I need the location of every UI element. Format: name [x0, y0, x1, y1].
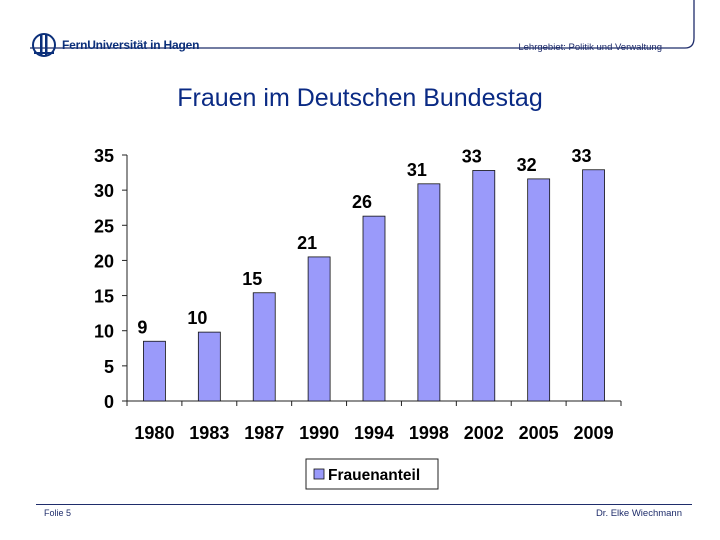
x-tick-label-1994: 1994: [354, 423, 394, 443]
x-tick-label-2002: 2002: [464, 423, 504, 443]
data-label-1990: 21: [297, 233, 317, 253]
legend-box: [305, 458, 439, 490]
data-label-1987: 15: [242, 269, 262, 289]
legend: Frauenanteil: [305, 458, 439, 490]
bar-2009: [582, 169, 605, 402]
y-tick-label: 35: [94, 146, 114, 166]
y-tick-label: 15: [94, 287, 114, 307]
slide-number: Folie 5: [44, 508, 72, 518]
bar-2002: [472, 170, 496, 402]
footer-rule: [36, 504, 692, 505]
y-tick-label: 30: [94, 181, 114, 201]
y-tick-label: 10: [94, 322, 114, 342]
x-tick-label-1983: 1983: [189, 423, 229, 443]
legend-label: Frauenanteil: [328, 467, 420, 484]
data-label-2002: 33: [462, 146, 482, 166]
data-label-1998: 31: [407, 160, 427, 180]
university-logo-icon: [32, 33, 56, 57]
y-tick-label: 20: [94, 251, 114, 271]
bars: 9 10 15 21 26 31 33 32 33: [137, 146, 605, 402]
y-tick-label: 25: [94, 216, 114, 236]
bar-1998: [417, 183, 441, 402]
data-label-1980: 9: [137, 317, 147, 337]
header-rule: [30, 0, 695, 49]
x-tick-label-2009: 2009: [574, 423, 614, 443]
data-label-1983: 10: [187, 308, 207, 328]
slide-title: Frauen im Deutschen Bundestag: [177, 84, 543, 112]
bar-1990: [307, 256, 331, 402]
author-name: Dr. Elke Wiechmann: [595, 508, 682, 519]
x-tick-label-1987: 1987: [244, 423, 284, 443]
x-tick-label-2005: 2005: [519, 423, 559, 443]
y-tick-label: 0: [104, 392, 114, 412]
data-label-2009: 33: [572, 146, 592, 166]
x-tick-label-1980: 1980: [134, 423, 174, 443]
bar-1980: [143, 340, 166, 402]
data-label-1994: 26: [352, 192, 372, 212]
y-tick-label: 5: [104, 357, 114, 377]
bar-1987: [252, 292, 276, 402]
x-axis-labels: 1980 1983 1987 1990 1994 1998 2002 2005 2009: [126, 401, 622, 443]
bar-1983: [197, 331, 221, 402]
legend-swatch: [313, 468, 325, 480]
university-name: FernUniversität in Hagen: [62, 38, 200, 52]
bar-1994: [362, 215, 386, 402]
x-tick-label-1990: 1990: [299, 423, 339, 443]
data-label-2005: 32: [517, 155, 537, 175]
bar-2005: [527, 178, 551, 402]
department-label: Lehrgebiet: Politik und Verwaltung: [518, 42, 662, 53]
x-tick-label-1998: 1998: [409, 423, 449, 443]
